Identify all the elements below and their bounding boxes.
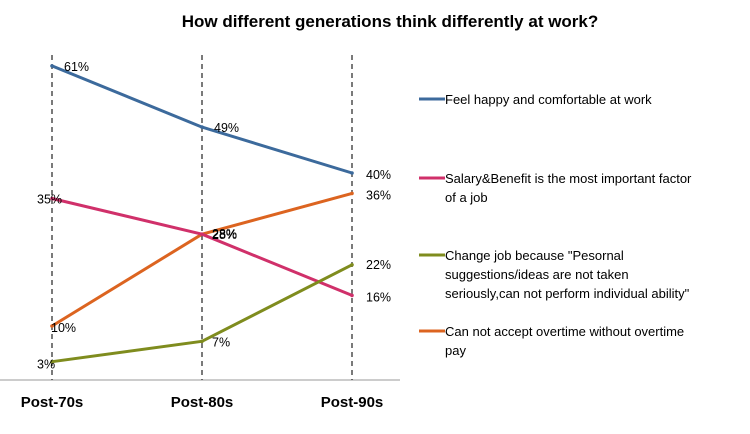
data-label: 16% <box>366 290 391 304</box>
legend-label: of a job <box>445 190 488 205</box>
legend-label: seriously,can not perform individual abi… <box>445 286 690 301</box>
data-label: 28% <box>212 228 237 242</box>
data-label: 28% <box>212 227 237 241</box>
data-point <box>50 64 54 68</box>
data-point <box>350 263 354 267</box>
data-label: 49% <box>214 121 239 135</box>
x-tick-label: Post-90s <box>321 394 384 411</box>
series-line <box>50 191 354 328</box>
legend-label: suggestions/ideas are not taken <box>445 267 629 282</box>
legend-label: Change job because "Pesornal <box>445 248 624 263</box>
data-point <box>350 293 354 298</box>
data-label: 3% <box>37 358 55 372</box>
data-point <box>50 324 54 328</box>
x-tick-label: Post-80s <box>171 394 234 411</box>
data-label: 36% <box>366 188 391 202</box>
data-label: 22% <box>366 258 391 272</box>
legend-label: Feel happy and comfortable at work <box>445 92 652 107</box>
data-point <box>50 196 54 201</box>
data-label: 7% <box>212 335 230 349</box>
data-point <box>200 339 204 344</box>
data-point <box>350 191 354 196</box>
legend-label: Salary&Benefit is the most important fac… <box>445 171 692 186</box>
data-point <box>50 359 54 364</box>
legend-label: Can not accept overtime without overtime <box>445 324 684 339</box>
data-label: 10% <box>51 321 76 335</box>
data-label: 61% <box>64 60 89 74</box>
data-point <box>200 232 204 236</box>
data-label: 40% <box>366 168 391 182</box>
data-point <box>200 125 204 129</box>
chart-title: How different generations think differen… <box>182 12 599 31</box>
legend-label: pay <box>445 343 466 358</box>
x-tick-label: Post-70s <box>21 394 84 411</box>
data-label: 35% <box>37 193 62 207</box>
data-point <box>350 171 354 175</box>
